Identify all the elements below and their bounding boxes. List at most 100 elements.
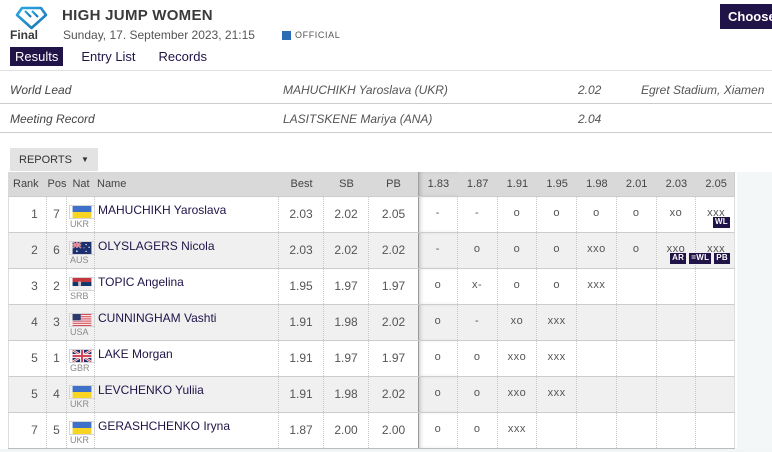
chevron-down-icon: ▼ — [80, 155, 89, 164]
attempt-cell-2.03 — [657, 341, 697, 376]
col-header-rank: Rank — [13, 178, 39, 190]
athlete-name[interactable]: TOPIC Angelina — [98, 275, 184, 289]
attempt-cell-1.98 — [577, 341, 617, 376]
attempt-cell-1.83: o — [418, 305, 458, 340]
attempt-cell-1.83: o — [418, 377, 458, 412]
attempt-cell-1.91: xo — [498, 305, 538, 340]
rank-cell: 1 — [9, 197, 47, 232]
nationality-cell: USA — [67, 305, 95, 340]
flag-ukr-icon — [70, 205, 94, 218]
attempt-cell-2.05 — [696, 305, 736, 340]
athlete-name-link[interactable]: TOPIC Angelina — [95, 269, 279, 304]
reports-button-label: REPORTS — [19, 153, 72, 166]
nationality-cell: GBR — [67, 341, 95, 376]
flag-aus-icon — [70, 241, 94, 254]
best-mark-cell: 2.03 — [279, 233, 324, 268]
attempt-cell-1.87: o — [458, 413, 498, 448]
flag-ukr-icon — [70, 385, 94, 398]
season-best-cell: 2.02 — [324, 197, 369, 232]
results-table: Rank Pos Nat Name Best SB PB 1.83 1.87 1.91 1.95 1.… — [8, 172, 735, 449]
col-header-height-2.01: 2.01 — [625, 178, 648, 190]
tab-records[interactable]: Records — [158, 49, 207, 64]
rank-cell: 5 — [9, 341, 47, 376]
tab-results[interactable]: Results — [10, 47, 64, 66]
best-mark-cell: 1.91 — [279, 377, 324, 412]
col-header-height-1.91: 1.91 — [506, 178, 529, 190]
attempt-cell-1.83: o — [418, 269, 458, 304]
attempt-cell-1.87: o — [458, 377, 498, 412]
round-label: Final — [10, 28, 39, 42]
athlete-name[interactable]: MAHUCHIKH Yaroslava — [98, 203, 227, 217]
attempt-cell-1.91: o — [498, 269, 538, 304]
athlete-name[interactable]: LEVCHENKO Yuliia — [98, 383, 204, 397]
nationality-code: SRB — [70, 290, 89, 301]
attempt-cell-1.83: o — [418, 413, 458, 448]
athlete-name-link[interactable]: CUNNINGHAM Vashti — [95, 305, 279, 340]
best-mark-cell: 1.91 — [279, 305, 324, 340]
attempt-cell-2.01: o — [617, 233, 657, 268]
result-row: 3 2 SRB TOPIC Angelina 1.95 1.97 1.97 o x-o o xxx — [8, 268, 735, 304]
personal-best-cell: 2.00 — [381, 423, 406, 437]
attempt-cell-1.91: o — [498, 197, 538, 232]
record-mark: 2.02 — [578, 83, 602, 97]
attempt-cell-1.87: o — [458, 233, 498, 268]
reports-button[interactable]: REPORTS ▼ — [10, 148, 98, 171]
attempt-cell-2.01 — [617, 269, 657, 304]
nationality-code: AUS — [70, 254, 89, 265]
attempt-cell-2.05: xxx — [707, 207, 726, 219]
col-header-height-2.05: 2.05 — [705, 178, 727, 190]
athlete-name-link[interactable]: OLYSLAGERS Nicola AR =WL PB — [95, 233, 730, 268]
attempt-cell-1.87: - — [458, 197, 498, 232]
meeting-record-row: Meeting Record LASITSKENE Mariya (ANA) 2… — [0, 104, 772, 133]
season-best-cell: 1.97 — [324, 269, 369, 304]
attempt-cell-1.98 — [577, 305, 617, 340]
flag-ukr-icon — [70, 421, 94, 434]
athlete-name[interactable]: CUNNINGHAM Vashti — [98, 311, 217, 325]
col-header-best: Best — [290, 178, 313, 190]
rank-cell: 4 — [9, 305, 47, 340]
attempt-cell-1.95: o — [537, 269, 577, 304]
choose-event-button[interactable]: Choose — [720, 4, 772, 29]
record-athlete: MAHUCHIKH Yaroslava (UKR) — [283, 83, 448, 97]
best-mark-cell: 2.03 — [279, 197, 324, 232]
attempt-cell-1.87: o — [458, 341, 498, 376]
diamond-league-logo — [15, 6, 48, 30]
table-header-row: Rank Pos Nat Name Best SB PB 1.83 1.87 1.91 1.95 1.… — [8, 172, 735, 196]
personal-best-cell: 2.02 — [381, 243, 406, 257]
result-row: 7 5 UKR GERASHCHENKO Iryna 1.87 2.00 2.00 o o xxx — [8, 412, 735, 448]
athlete-name[interactable]: OLYSLAGERS Nicola — [98, 239, 215, 253]
result-row: 5 4 UKR LEVCHENKO Yuliia 1.91 1.98 2.02 o o xxo xx… — [8, 376, 735, 412]
rank-cell: 7 — [9, 413, 47, 448]
attempt-cell-2.01: o — [617, 197, 657, 232]
tab-entry-list[interactable]: Entry List — [81, 49, 136, 64]
attempt-cell-1.98: xxx — [577, 269, 617, 304]
nationality-code: UKR — [70, 398, 90, 409]
position-cell: 6 — [47, 233, 67, 268]
athlete-name-link[interactable]: LAKE Morgan — [95, 341, 279, 376]
record-badges: WL — [712, 217, 730, 228]
col-header-height-1.83: 1.83 — [418, 172, 458, 196]
attempt-cell-1.98: xxo — [577, 233, 617, 268]
personal-best-cell: 2.02 — [381, 315, 406, 329]
attempt-cell-1.87: x- — [458, 269, 498, 304]
result-row: 4 3 USA CUNNINGHAM Vashti 1.91 1.98 2.02 o - xo xx… — [8, 304, 735, 340]
attempt-cell-1.83: o — [418, 341, 458, 376]
event-datetime: Sunday, 17. September 2023, 21:15 — [63, 28, 255, 42]
athlete-name-link[interactable]: GERASHCHENKO Iryna — [95, 413, 279, 448]
athlete-name-link[interactable]: LEVCHENKO Yuliia — [95, 377, 279, 412]
position-cell: 5 — [47, 413, 67, 448]
athlete-name[interactable]: GERASHCHENKO Iryna — [98, 419, 231, 433]
attempt-cell-1.83: - — [418, 197, 458, 232]
position-cell: 1 — [47, 341, 67, 376]
athlete-name-link[interactable]: MAHUCHIKH Yaroslava WL — [95, 197, 730, 232]
athlete-name[interactable]: LAKE Morgan — [98, 347, 173, 361]
result-row: 1 7 UKR MAHUCHIKH Yaroslava WL 2.03 2.02 2.05- -… — [8, 196, 735, 232]
world-lead-row: World Lead MAHUCHIKH Yaroslava (UKR) 2.0… — [0, 75, 772, 104]
attempt-cell-1.91: xxx — [498, 413, 538, 448]
season-best-cell: 1.98 — [324, 305, 369, 340]
page-background-strip — [0, 449, 772, 452]
attempt-cell-1.87: - — [458, 305, 498, 340]
badge-pb: PB — [714, 253, 730, 264]
season-best-cell: 1.97 — [324, 341, 369, 376]
attempt-cell-1.95: o — [537, 197, 577, 232]
